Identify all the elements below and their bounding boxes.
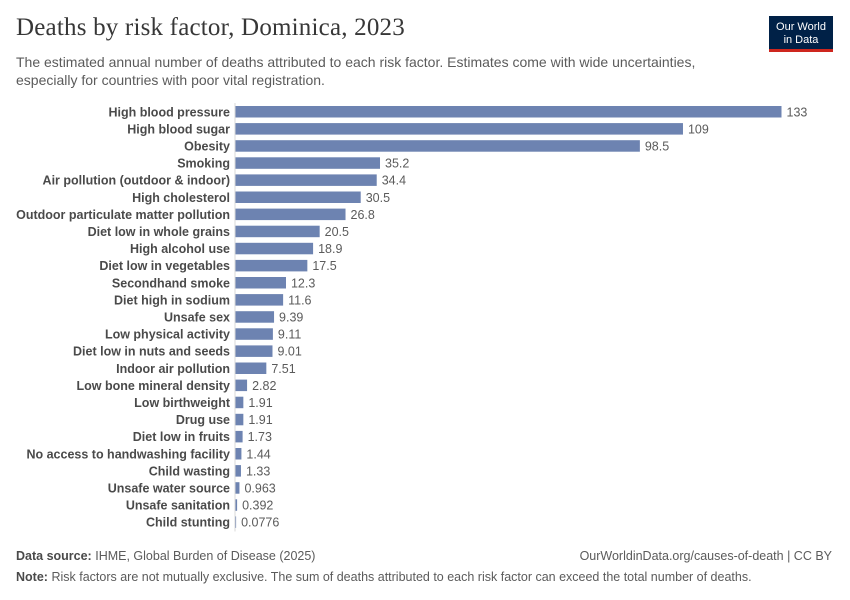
category-label: Air pollution (outdoor & indoor) [43,174,230,188]
bar[interactable] [235,106,782,118]
category-label: High cholesterol [132,191,230,205]
bar[interactable] [235,482,240,494]
bar-group: High blood pressure 133 High blood sugar 10… [16,105,807,529]
value-label: 1.91 [248,396,272,410]
bar[interactable] [235,465,241,477]
bar[interactable] [235,277,286,289]
value-label: 11.6 [288,293,311,307]
value-label: 35.2 [385,157,409,171]
bar[interactable] [235,123,683,135]
category-label: High blood pressure [108,105,230,119]
value-label: 34.4 [382,174,406,188]
bar[interactable] [235,430,243,443]
owid-logo[interactable]: Our World in Data [769,16,833,52]
chart-note: Note: Risk factors are not mutually excl… [16,570,752,584]
category-label: Indoor air pollution [116,362,230,376]
bar[interactable] [235,499,238,511]
source-url[interactable]: OurWorldinData.org/causes-of-death | CC … [579,549,832,563]
value-label: 1.91 [248,413,272,427]
bar[interactable] [235,379,248,392]
category-label: Diet low in fruits [133,430,230,444]
value-label: 26.8 [351,208,375,222]
category-label: Diet low in whole grains [88,225,230,239]
value-label: 98.5 [645,139,669,153]
bar[interactable] [235,311,275,323]
bar[interactable] [235,225,320,238]
bar[interactable] [235,259,308,272]
category-label: Smoking [177,157,230,171]
logo-line-1: Our World [776,21,826,33]
category-label: Secondhand smoke [112,276,230,290]
value-label: 0.963 [244,481,275,495]
value-label: 109 [688,122,709,136]
bar[interactable] [235,516,237,528]
value-label: 7.51 [271,362,295,376]
category-label: Unsafe sex [164,310,230,324]
value-label: 1.33 [246,464,270,478]
data-source-text[interactable]: IHME, Global Burden of Disease (2025) [95,549,316,563]
value-label: 1.73 [248,430,272,444]
category-label: High blood sugar [127,122,230,136]
bar[interactable] [235,242,314,255]
category-label: Obesity [184,139,230,153]
bar[interactable] [235,448,242,460]
bar[interactable] [235,174,377,186]
category-label: Unsafe water source [108,481,230,495]
value-label: 2.82 [252,379,276,393]
category-label: Unsafe sanitation [126,499,230,513]
category-label: Child wasting [149,464,230,478]
value-label: 133 [787,105,808,119]
value-label: 9.11 [278,328,301,342]
value-label: 1.44 [246,447,270,461]
category-label: High alcohol use [130,242,230,256]
bar[interactable] [235,191,361,204]
data-source: Data source: IHME, Global Burden of Dise… [16,549,315,563]
bar[interactable] [235,328,273,340]
bar[interactable] [235,294,284,306]
bar[interactable] [235,157,381,169]
value-label: 9.39 [279,310,303,324]
value-label: 18.9 [318,242,342,256]
bar-chart: High blood pressure 133 High blood sugar 10… [16,103,807,532]
bar[interactable] [235,208,346,221]
category-label: No access to handwashing facility [26,447,230,461]
value-label: 30.5 [366,191,390,205]
note-label: Note: [16,570,48,584]
bar[interactable] [235,140,640,152]
bar[interactable] [235,362,267,375]
bar[interactable] [235,396,244,409]
logo-line-2: in Data [783,34,819,46]
category-label: Diet high in sodium [114,293,230,307]
value-label: 20.5 [325,225,349,239]
category-label: Diet low in nuts and seeds [73,345,230,359]
chart-subtitle: The estimated annual number of deaths at… [16,54,696,88]
value-label: 12.3 [291,276,315,290]
bar[interactable] [235,345,273,357]
note-text: Risk factors are not mutually exclusive.… [51,570,752,584]
value-label: 0.392 [242,499,273,513]
value-label: 17.5 [312,259,336,273]
value-label: 0.0776 [241,516,279,530]
data-source-label: Data source: [16,549,92,563]
category-label: Low birthweight [134,396,231,410]
category-label: Outdoor particulate matter pollution [16,208,230,222]
category-label: Drug use [176,413,230,427]
category-label: Diet low in vegetables [99,259,230,273]
value-label: 9.01 [277,345,301,359]
category-label: Child stunting [146,516,230,530]
category-label: Low physical activity [105,328,230,342]
category-label: Low bone mineral density [77,379,231,393]
chart-title: Deaths by risk factor, Dominica, 2023 [16,14,405,41]
bar[interactable] [235,413,244,426]
